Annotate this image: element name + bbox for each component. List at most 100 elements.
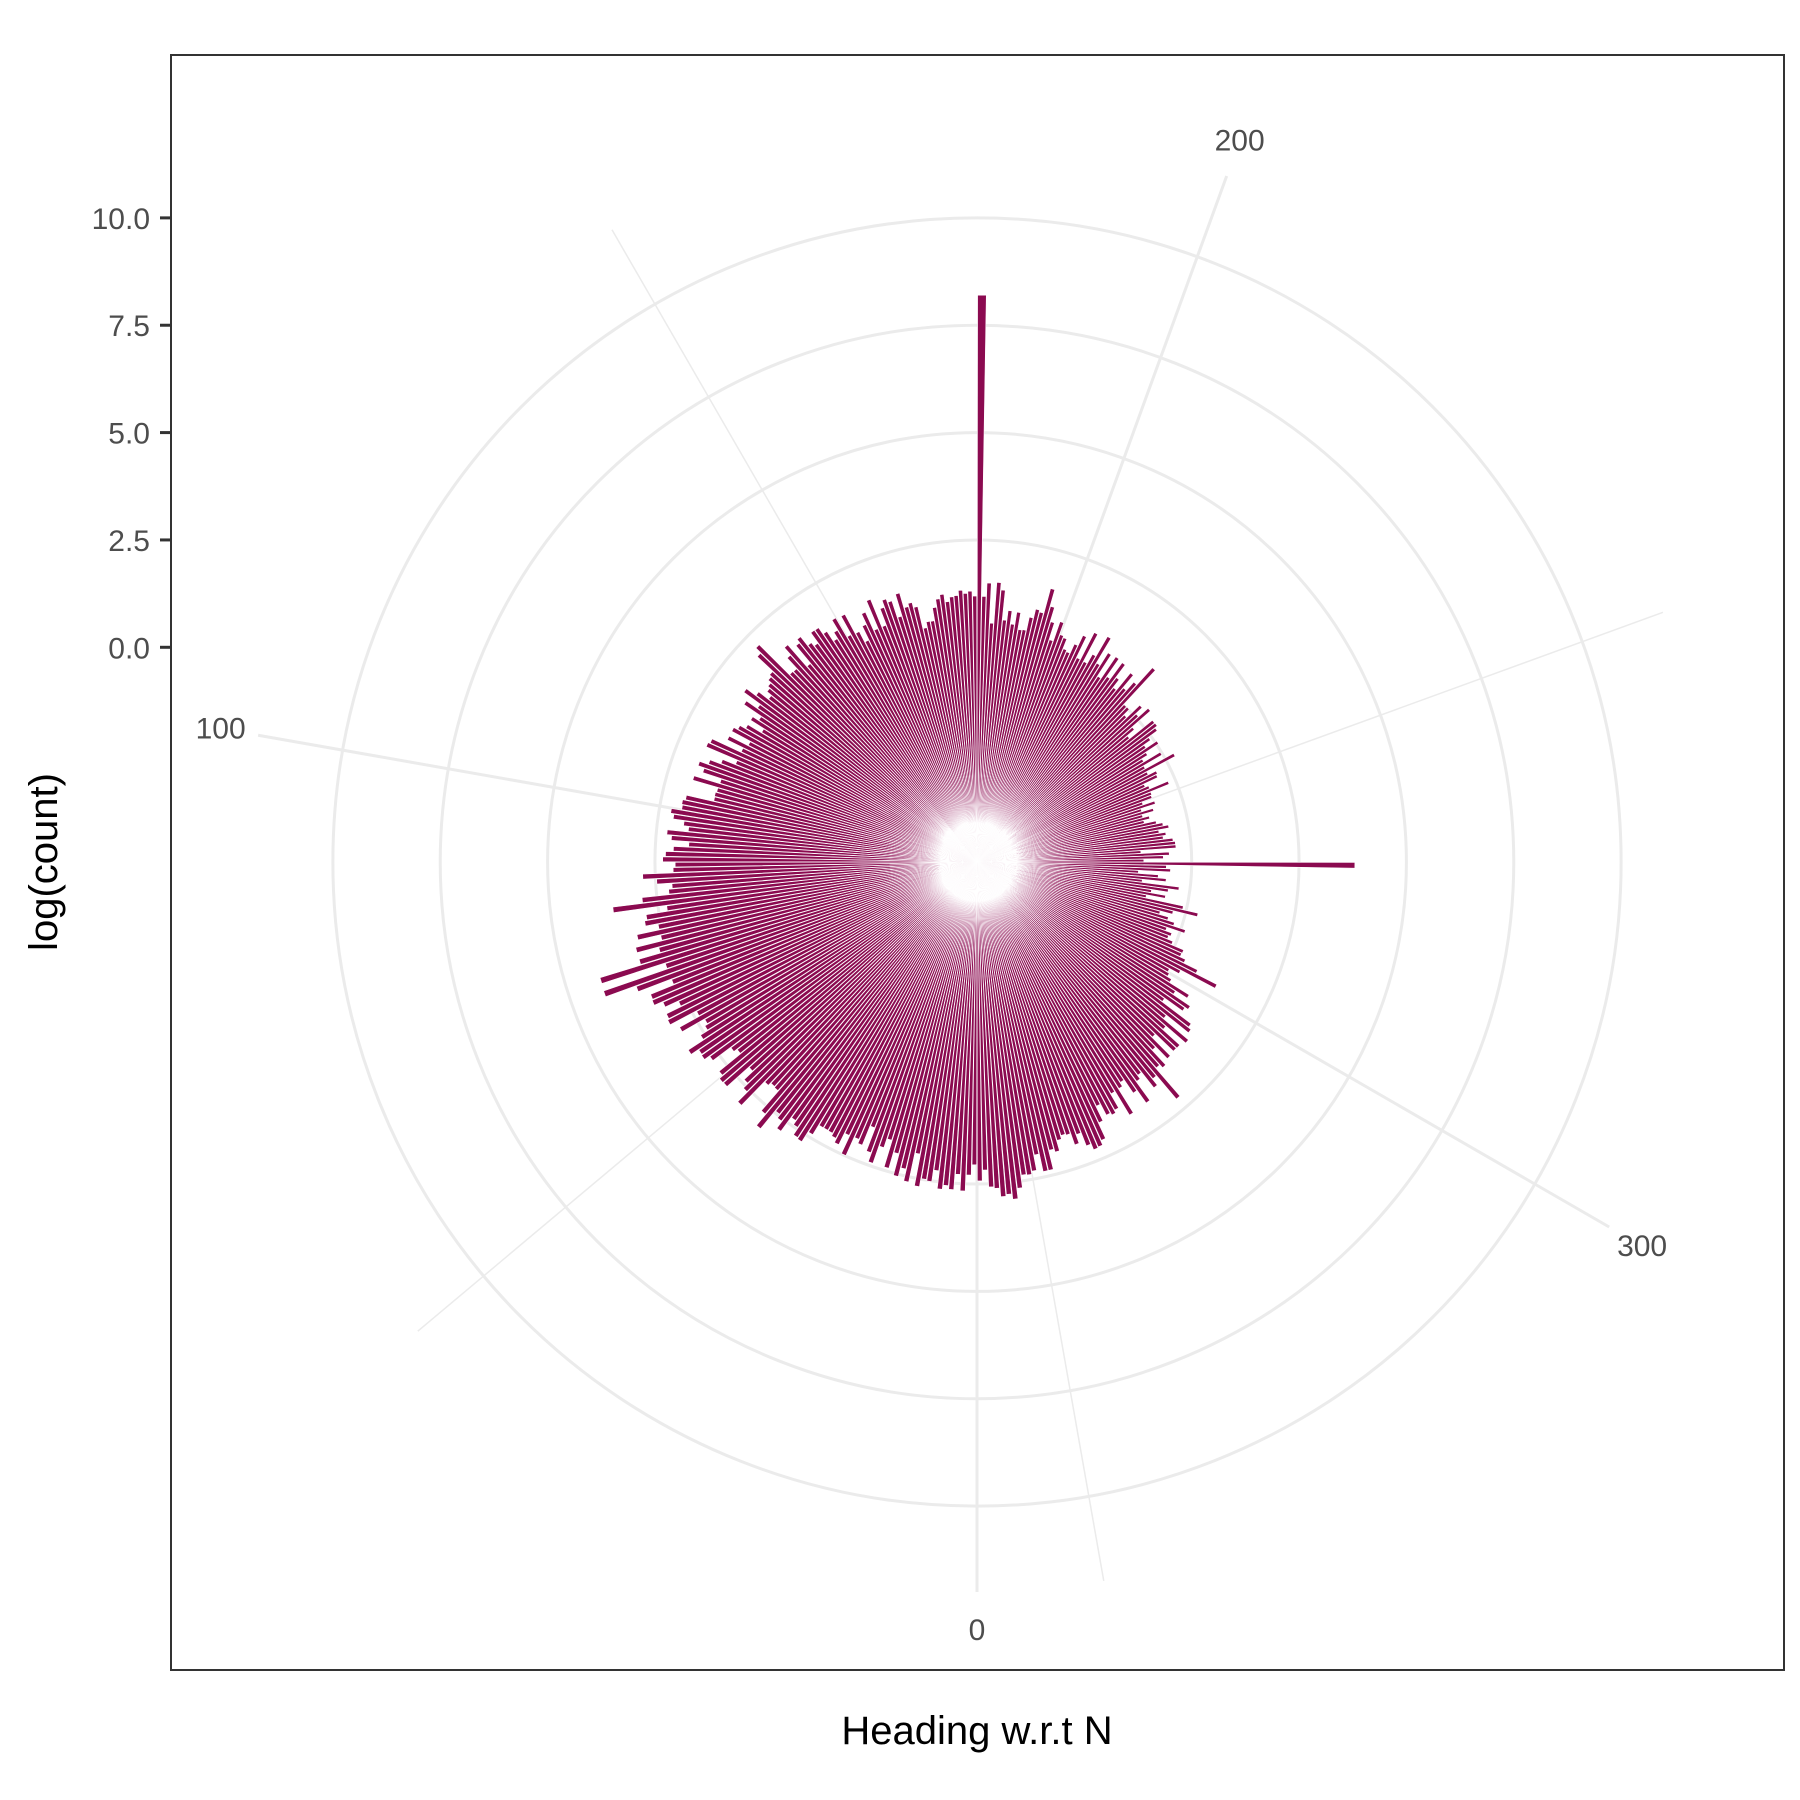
r-tick-label: 2.5	[108, 525, 150, 558]
histogram-bar	[764, 861, 978, 1086]
r-tick-label: 7.5	[108, 310, 150, 343]
bars-layer	[599, 294, 1356, 1200]
histogram-bar	[976, 861, 1134, 1116]
histogram-bar	[651, 861, 978, 1006]
histogram-bar	[664, 861, 978, 969]
histogram-bar	[723, 861, 978, 1088]
histogram-bar	[730, 861, 978, 1052]
histogram-bar	[760, 861, 978, 1115]
histogram-bar	[599, 861, 978, 984]
histogram-bar	[719, 861, 978, 1083]
histogram-bar	[866, 861, 978, 1154]
histogram-bar	[709, 738, 978, 863]
histogram-bar	[748, 861, 978, 1072]
histogram-bar	[834, 861, 978, 1146]
histogram-bar	[698, 861, 978, 1055]
histogram-bar	[823, 861, 978, 1131]
histogram-bar	[638, 861, 978, 965]
histogram-bar	[666, 861, 978, 912]
histogram-bar	[603, 861, 978, 998]
histogram-bar	[743, 861, 978, 1093]
histogram-bar	[976, 861, 1019, 1200]
histogram-bar	[671, 861, 978, 889]
histogram-bar	[793, 861, 978, 1128]
histogram-bar	[672, 861, 978, 873]
histogram-bar	[976, 861, 1120, 1111]
histogram-bar	[657, 861, 978, 930]
histogram-bar	[867, 861, 978, 1164]
histogram-bar	[775, 861, 978, 1115]
histogram-bar	[755, 644, 978, 863]
y-axis-title: log(count)	[22, 773, 66, 951]
histogram-bar	[658, 861, 978, 953]
histogram-bar	[841, 861, 978, 1157]
histogram-bar	[976, 861, 1060, 1153]
histogram-bar	[773, 861, 978, 1092]
histogram-bar	[844, 861, 978, 1136]
theta-tick-label: 300	[1617, 1230, 1667, 1263]
histogram-bar	[656, 861, 978, 885]
histogram-bar	[770, 861, 978, 1087]
histogram-bar	[776, 861, 978, 1132]
histogram-bar	[976, 861, 994, 1188]
histogram-bar	[976, 861, 1007, 1198]
histogram-bar	[635, 861, 978, 954]
histogram-bar	[976, 861, 1092, 1147]
theta-tick-label: 100	[196, 713, 246, 746]
theta-tick-label: 0	[969, 1614, 986, 1647]
histogram-bar	[705, 742, 978, 863]
histogram-bar	[612, 861, 978, 914]
histogram-bar	[976, 861, 1054, 1171]
histogram-bar	[679, 861, 978, 1033]
histogram-bar	[737, 861, 978, 1106]
histogram-bar	[976, 861, 1040, 1156]
x-axis-title: Heading w.r.t N	[841, 1709, 1112, 1753]
histogram-bar	[818, 861, 978, 1129]
histogram-bar	[976, 861, 1080, 1146]
histogram-bar	[976, 861, 983, 1182]
histogram-bar	[718, 861, 978, 1076]
histogram-bar	[667, 861, 978, 1026]
histogram-bar	[976, 861, 1099, 1151]
histogram-bar	[784, 644, 978, 863]
histogram-bar	[700, 861, 978, 1040]
histogram-bar	[704, 861, 978, 1025]
histogram-bar	[704, 861, 978, 1031]
histogram-bar	[678, 861, 978, 1007]
histogram-bar	[756, 652, 978, 863]
histogram-bar	[650, 861, 978, 1000]
histogram-bar	[668, 861, 978, 895]
histogram-bar	[976, 861, 1037, 1172]
histogram-bar	[636, 861, 978, 941]
r-tick-label: 0.0	[108, 632, 150, 665]
histogram-bar	[743, 688, 978, 863]
histogram-bar	[976, 861, 1000, 1189]
histogram-bar	[660, 861, 978, 941]
histogram-bar	[701, 861, 978, 1060]
histogram-bar	[976, 861, 1033, 1176]
histogram-bar	[642, 861, 978, 880]
histogram-bar	[645, 861, 978, 921]
histogram-bar	[635, 861, 978, 993]
histogram-bar	[674, 861, 978, 868]
histogram-bar	[976, 861, 1066, 1136]
r-tick-label: 10.0	[92, 203, 150, 236]
histogram-bar	[827, 861, 978, 1134]
r-tick-label: 5.0	[108, 418, 150, 451]
histogram-bar	[709, 861, 978, 1062]
histogram-bar	[976, 861, 1151, 1104]
histogram-bar	[743, 861, 978, 1084]
histogram-bar	[976, 861, 1106, 1141]
histogram-bar	[976, 861, 1012, 1195]
histogram-bar	[777, 861, 978, 1122]
histogram-bar	[976, 861, 1158, 1089]
histogram-bar	[808, 861, 978, 1136]
r-axis: 0.0 2.5 5.0 7.5 10.0	[92, 203, 171, 665]
histogram-bar	[666, 861, 978, 1020]
histogram-bar	[976, 861, 1049, 1172]
histogram-bar	[976, 861, 1082, 1135]
histogram-bar	[976, 861, 1181, 1100]
histogram-bar	[976, 861, 1104, 1148]
theta-tick-label: 200	[1215, 124, 1265, 157]
